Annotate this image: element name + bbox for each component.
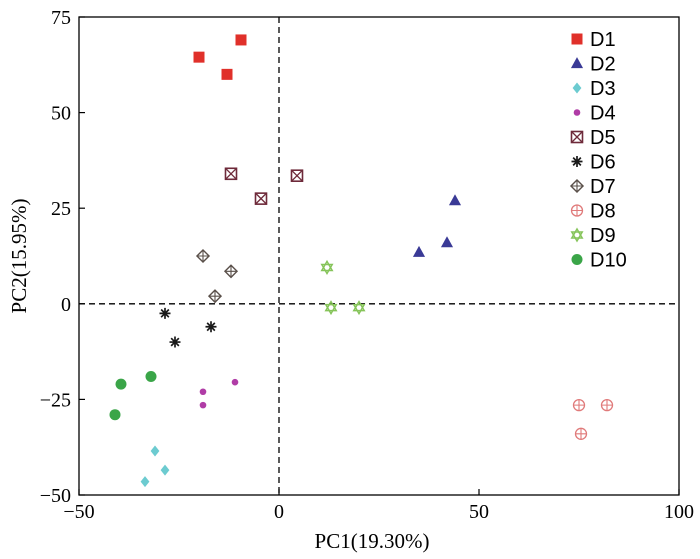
legend-marker <box>569 178 585 194</box>
legend-label: D9 <box>590 225 616 247</box>
y-tick-label: 25 <box>51 198 71 220</box>
legend-item-d6: D6 <box>571 152 616 174</box>
data-point <box>199 401 207 409</box>
y-tick-label: −50 <box>40 485 71 507</box>
data-point <box>440 236 454 248</box>
data-point <box>352 300 366 316</box>
legend-marker <box>572 82 582 94</box>
legend-marker <box>570 204 584 217</box>
data-point <box>290 169 304 182</box>
data-point <box>150 445 160 457</box>
x-axis-ticks: −50 0 50 100 <box>63 489 694 523</box>
y-tick-label: 50 <box>51 103 71 125</box>
data-point <box>254 192 268 205</box>
series-d2 <box>412 194 462 257</box>
data-point <box>205 321 217 333</box>
series-d5 <box>224 167 304 205</box>
data-point <box>207 289 223 304</box>
y-tick-label: 0 <box>61 294 71 316</box>
y-axis-ticks: −50 −25 0 25 50 75 <box>40 7 85 507</box>
legend-label: D2 <box>590 54 616 76</box>
legend-label: D3 <box>590 78 616 100</box>
legend-marker <box>570 130 584 144</box>
data-point <box>231 378 239 386</box>
plot-area <box>78 16 680 496</box>
data-point <box>199 388 207 396</box>
legend-label: D8 <box>590 201 616 223</box>
data-point <box>115 378 127 390</box>
data-point <box>224 167 238 181</box>
data-point <box>140 476 150 488</box>
data-point <box>574 427 588 440</box>
legend-item-d3: D3 <box>572 78 616 100</box>
series-d10 <box>109 370 157 421</box>
y-tick-label: −25 <box>40 389 71 411</box>
x-tick-label: −50 <box>63 501 94 523</box>
data-point <box>169 336 181 348</box>
data-points <box>109 34 614 488</box>
series-d6 <box>159 307 217 348</box>
data-point <box>572 398 586 412</box>
data-point <box>412 245 426 257</box>
legend-item-d2: D2 <box>570 54 616 76</box>
data-point <box>324 300 338 316</box>
data-point <box>221 68 233 80</box>
data-point <box>195 248 211 264</box>
legend-marker <box>573 109 581 116</box>
legend-label: D6 <box>590 152 616 174</box>
legend-label: D1 <box>590 29 616 51</box>
legend-item-d9: D9 <box>570 225 616 247</box>
legend-item-d4: D4 <box>573 103 616 125</box>
legend-item-d7: D7 <box>569 176 616 198</box>
data-point <box>145 370 157 382</box>
x-tick-label: 50 <box>469 501 489 523</box>
series-d9 <box>320 259 366 316</box>
y-axis-title: PC2(15.95%) <box>7 199 31 314</box>
data-point <box>235 34 247 46</box>
y-tick-label: 75 <box>51 7 71 29</box>
data-point <box>159 307 171 319</box>
data-point <box>193 51 205 63</box>
legend-marker <box>570 227 584 243</box>
plot-frame <box>78 16 680 496</box>
legend-item-d1: D1 <box>571 29 616 51</box>
x-axis-title: PC1(19.30%) <box>315 529 430 553</box>
legend-label: D7 <box>590 176 616 198</box>
series-d7 <box>195 248 239 304</box>
legend-label: D4 <box>590 103 616 125</box>
x-tick-label: 100 <box>664 501 694 523</box>
legend-label: D5 <box>590 127 616 149</box>
legend-marker <box>570 57 584 69</box>
series-d4 <box>199 378 239 409</box>
data-point <box>160 464 170 476</box>
legend-marker <box>571 33 583 45</box>
legend-item-d10: D10 <box>571 250 627 272</box>
series-d3 <box>140 445 170 488</box>
legend-marker <box>571 254 583 265</box>
legend-item-d8: D8 <box>570 201 616 223</box>
series-d8 <box>572 398 614 440</box>
data-point <box>109 409 121 421</box>
series-d1 <box>193 34 247 80</box>
legend-item-d5: D5 <box>570 127 616 149</box>
data-point <box>600 398 614 412</box>
data-point <box>320 259 334 276</box>
legend-marker <box>571 156 583 167</box>
x-tick-label: 0 <box>274 501 284 523</box>
legend-label: D10 <box>590 250 627 272</box>
data-point <box>223 264 239 279</box>
data-point <box>448 194 462 206</box>
